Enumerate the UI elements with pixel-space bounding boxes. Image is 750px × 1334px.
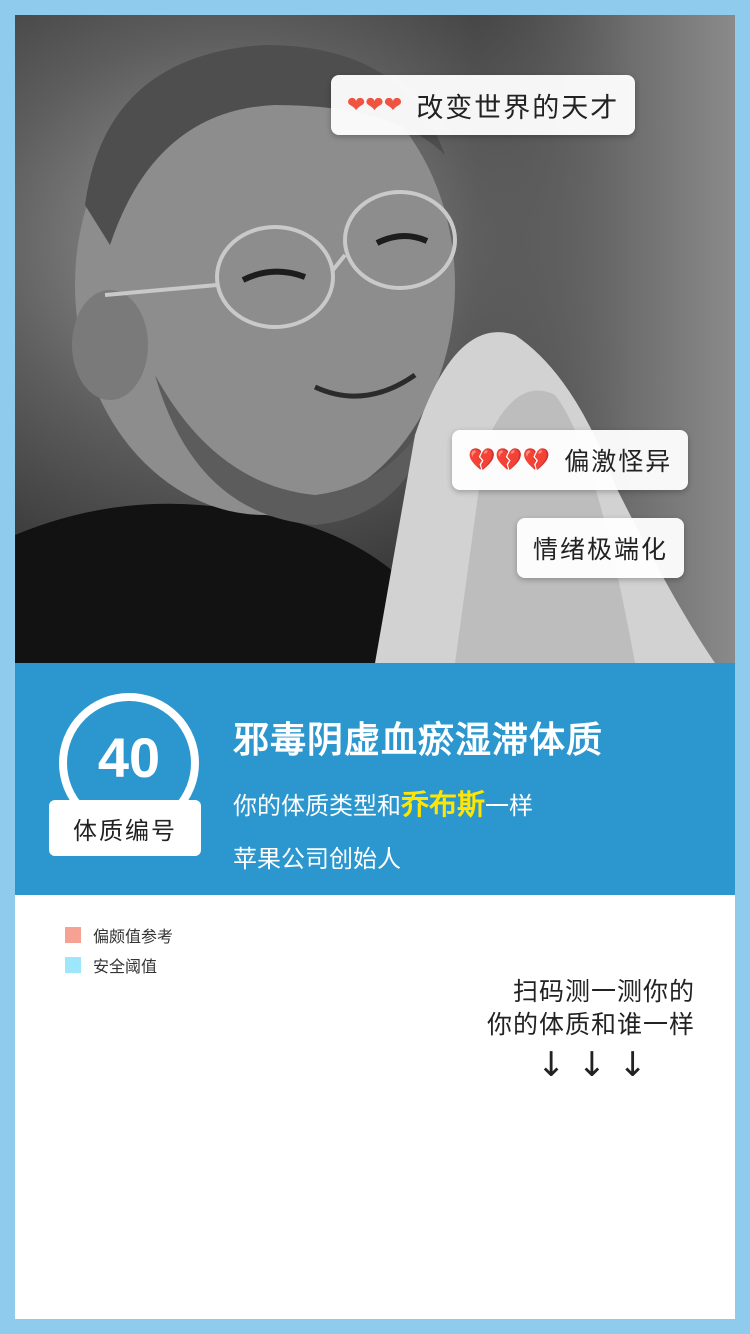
- chart-legend: 偏颇值参考 安全阈值: [65, 920, 173, 980]
- portrait-illustration: [15, 45, 715, 663]
- portrait-photo: ❤❤❤ 改变世界的天才 💔💔💔 偏激怪异 情绪极端化: [15, 15, 735, 663]
- constitution-title: 邪毒阴虚血瘀湿滞体质: [233, 720, 604, 761]
- trait-tag-label: 改变世界的天才: [416, 92, 620, 124]
- trait-tag-label: 偏激怪异: [564, 447, 673, 476]
- scan-prompt-line1: 扫码测一测你的: [512, 977, 695, 1006]
- legend-item-threshold: 安全阈值: [65, 950, 173, 980]
- result-card: ❤❤❤ 改变世界的天才 💔💔💔 偏激怪异 情绪极端化 40 体质编号 邪毒阴虚血…: [15, 15, 735, 1319]
- arrow-down-icon: ↓: [577, 1045, 607, 1085]
- celebrity-description: 苹果公司创始人: [233, 845, 401, 873]
- badge-number: 40: [97, 726, 161, 789]
- legend-swatch-reference: [65, 927, 81, 943]
- hearts-icon: ❤❤❤: [347, 92, 403, 118]
- similar-person-line: 你的体质类型和乔布斯一样: [233, 783, 533, 823]
- trait-tag-eccentric: 💔💔💔 偏激怪异: [452, 430, 689, 490]
- trait-tag-genius: ❤❤❤ 改变世界的天才: [331, 75, 636, 135]
- legend-label: 偏颇值参考: [93, 927, 174, 946]
- down-arrows: ↓ ↓ ↓: [537, 1045, 647, 1085]
- similar-suffix: 一样: [485, 792, 534, 820]
- result-banner: 40 体质编号 邪毒阴虚血瘀湿滞体质 你的体质类型和乔布斯一样 苹果公司创始人: [15, 663, 735, 895]
- trait-tag-emotional: 情绪极端化: [517, 518, 685, 578]
- arrow-down-icon: ↓: [537, 1045, 566, 1085]
- celebrity-name: 乔布斯: [401, 788, 486, 821]
- badge-label: 体质编号: [49, 800, 201, 856]
- scan-prompt: 扫码测一测你的 你的体质和谁一样: [435, 975, 695, 1041]
- scan-prompt-line2: 你的体质和谁一样: [486, 1010, 695, 1039]
- legend-item-reference: 偏颇值参考: [65, 920, 173, 950]
- legend-label: 安全阈值: [93, 957, 158, 976]
- similar-prefix: 你的体质类型和: [233, 792, 401, 820]
- trait-tag-label: 情绪极端化: [533, 535, 669, 564]
- broken-hearts-icon: 💔💔💔: [468, 447, 551, 473]
- legend-swatch-threshold: [65, 957, 81, 973]
- arrow-down-icon: ↓: [618, 1045, 648, 1085]
